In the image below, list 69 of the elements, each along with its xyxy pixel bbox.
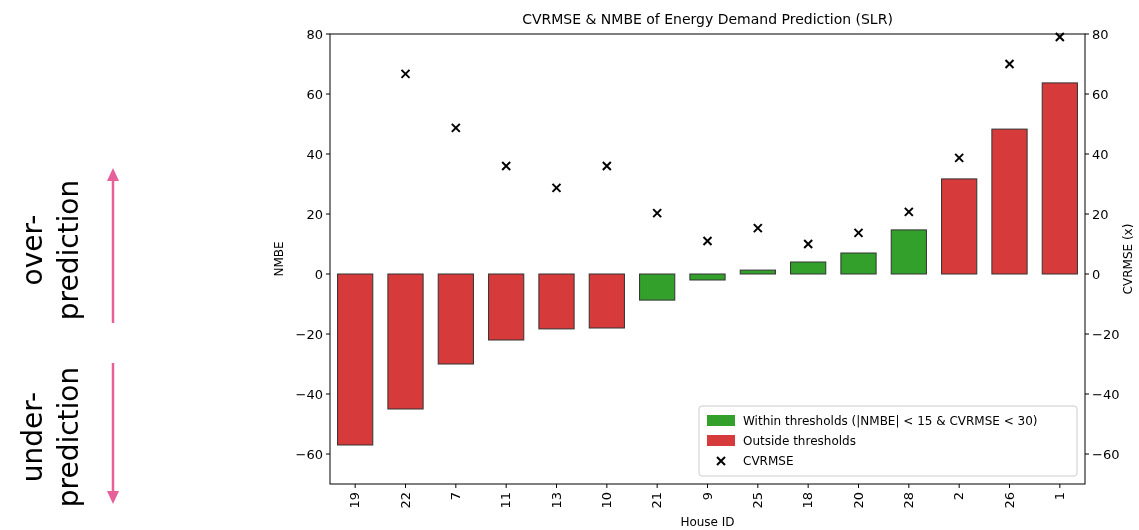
point <box>903 206 914 217</box>
point <box>601 161 612 171</box>
x-tick-label: 11 <box>498 492 514 509</box>
legend-label: Outside thresholds <box>743 434 856 449</box>
point <box>400 68 411 79</box>
x-axis-title: House ID <box>680 515 735 529</box>
y-tick-label: 80 <box>306 26 323 42</box>
y-tick-label: −60 <box>295 446 323 462</box>
y2-tick-label: 40 <box>1092 146 1109 162</box>
bar <box>941 178 978 275</box>
bar <box>488 273 525 341</box>
bar <box>790 261 827 275</box>
bar <box>437 273 474 365</box>
y2-tick-label: −60 <box>1092 446 1120 462</box>
y-tick-label: 40 <box>306 146 323 162</box>
x-tick-label: 28 <box>900 492 916 509</box>
point <box>551 182 562 193</box>
x-tick-label: 19 <box>347 492 363 509</box>
point <box>702 236 713 246</box>
y-tick-label: 20 <box>306 206 323 222</box>
bar <box>588 273 625 329</box>
y2-tick-label: −40 <box>1092 386 1120 402</box>
x-tick-label: 25 <box>749 492 765 509</box>
y-tick-label: −20 <box>295 326 323 342</box>
y-tick-label: −40 <box>295 386 323 402</box>
x-tick-label: 10 <box>598 492 614 509</box>
x-tick-label: 26 <box>1001 492 1017 509</box>
x-tick-label: 21 <box>649 492 665 509</box>
bar <box>689 273 726 281</box>
text: under- prediction <box>16 366 85 508</box>
point <box>501 161 512 171</box>
bar <box>840 252 877 275</box>
chart-title: CVRMSE & NMBE of Energy Demand Prediction (SLR) <box>522 11 893 27</box>
x-tick-label: 20 <box>850 492 866 509</box>
bar <box>739 269 776 275</box>
point <box>1054 32 1065 42</box>
point <box>1004 59 1015 69</box>
bar <box>991 128 1028 275</box>
x-tick-label: 2 <box>951 492 967 501</box>
text: over- prediction <box>16 179 85 321</box>
bar <box>538 273 575 330</box>
y2-tick-label: 60 <box>1092 86 1109 102</box>
y2-tick-label: 0 <box>1092 266 1101 282</box>
point <box>450 122 461 133</box>
bar <box>387 273 424 410</box>
bar <box>639 273 676 301</box>
x-tick-label: 18 <box>800 492 816 509</box>
legend-label: Within thresholds (|NMBE| < 15 & CVRMSE < 30) <box>743 414 1038 429</box>
y-axis-title: NMBE <box>272 241 286 277</box>
y2-tick-label: −20 <box>1092 326 1120 342</box>
bar <box>337 273 374 446</box>
point <box>652 208 663 219</box>
point <box>954 152 965 163</box>
bar <box>890 229 927 275</box>
point <box>853 227 864 238</box>
point <box>752 223 763 234</box>
x-tick-label: 1 <box>1051 492 1067 501</box>
y2-tick-label: 20 <box>1092 206 1109 222</box>
x-tick-label: 13 <box>548 492 564 509</box>
legend-label: CVRMSE <box>743 454 794 469</box>
bar <box>1041 82 1078 275</box>
y-tick-label: 0 <box>314 266 323 282</box>
point <box>803 239 814 249</box>
x-tick-label: 9 <box>699 492 715 501</box>
x-tick-label: 7 <box>447 492 463 501</box>
x-tick-label: 22 <box>397 492 413 509</box>
y2-axis-title: CVRMSE (x) <box>1121 223 1135 295</box>
y-tick-label: 60 <box>306 86 323 102</box>
y2-tick-label: 80 <box>1092 26 1109 42</box>
